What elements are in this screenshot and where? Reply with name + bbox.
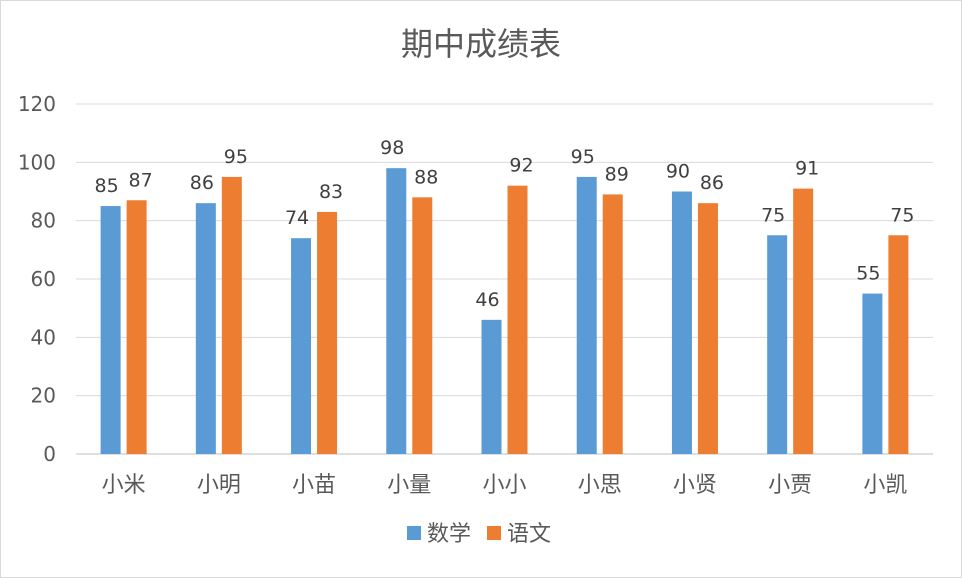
bar-chinese xyxy=(507,185,528,454)
bar-chinese xyxy=(888,235,909,454)
legend-label: 数学 xyxy=(427,522,471,547)
y-tick-label: 0 xyxy=(43,442,56,466)
data-label: 90 xyxy=(666,161,690,183)
data-label: 75 xyxy=(890,204,914,226)
data-label: 92 xyxy=(509,155,533,177)
bar-math xyxy=(386,168,407,454)
data-label: 75 xyxy=(761,204,785,226)
x-tick-label: 小思 xyxy=(578,473,622,498)
bar-math xyxy=(767,235,788,454)
legend-swatch xyxy=(407,526,421,540)
x-tick-label: 小贾 xyxy=(768,473,812,498)
x-tick-label: 小米 xyxy=(102,473,146,498)
bar-chinese xyxy=(697,203,718,454)
bar-math xyxy=(100,206,121,454)
data-label: 55 xyxy=(856,263,880,285)
data-label: 46 xyxy=(475,289,499,311)
y-tick-label: 100 xyxy=(18,150,56,174)
data-label: 86 xyxy=(190,172,214,194)
y-axis-ticks: 0 20 40 60 80 100 120 xyxy=(18,92,56,466)
data-labels: 85 87 86 95 74 83 98 88 46 92 95 89 90 86 75 91 55 75 xyxy=(95,137,915,311)
bar-chinese xyxy=(221,176,242,454)
bar-math xyxy=(291,238,312,454)
y-tick-label: 40 xyxy=(31,325,56,349)
x-tick-label: 小明 xyxy=(197,473,241,498)
bar-chinese xyxy=(412,197,433,455)
bar-chinese xyxy=(602,194,623,454)
data-label: 88 xyxy=(414,166,438,188)
data-label: 95 xyxy=(571,146,595,168)
data-label: 98 xyxy=(380,137,404,159)
legend-label: 语文 xyxy=(507,522,551,547)
legend-swatch xyxy=(487,526,501,540)
y-tick-label: 80 xyxy=(31,209,56,233)
bar-chinese xyxy=(126,200,147,454)
data-label: 74 xyxy=(285,207,309,229)
bar-math xyxy=(862,293,883,454)
bar-math xyxy=(671,191,692,454)
bars xyxy=(100,168,909,455)
x-tick-label: 小量 xyxy=(387,473,431,498)
data-label: 87 xyxy=(129,169,153,191)
chart-title: 期中成绩表 xyxy=(401,25,561,63)
bar-math xyxy=(195,203,216,454)
y-tick-label: 120 xyxy=(18,92,56,116)
bar-math xyxy=(481,319,502,454)
legend: 数学 语文 xyxy=(407,522,551,547)
legend-item: 数学 xyxy=(407,522,471,547)
y-tick-label: 20 xyxy=(31,384,56,408)
gridlines xyxy=(76,103,933,455)
legend-item: 语文 xyxy=(487,522,551,547)
x-tick-label: 小小 xyxy=(482,473,526,498)
x-tick-label: 小苗 xyxy=(292,473,336,498)
data-label: 83 xyxy=(319,181,343,203)
x-tick-label: 小凯 xyxy=(863,473,907,498)
x-tick-label: 小贤 xyxy=(673,473,717,498)
data-label: 85 xyxy=(95,175,119,197)
data-label: 91 xyxy=(795,158,819,180)
x-axis-ticks: 小米 小明 小苗 小量 小小 小思 小贤 小贾 小凯 xyxy=(102,473,908,498)
data-label: 95 xyxy=(224,146,248,168)
y-tick-label: 60 xyxy=(31,267,56,291)
bar-chinese xyxy=(317,211,338,454)
data-label: 89 xyxy=(605,163,629,185)
data-label: 86 xyxy=(700,172,724,194)
bar-math xyxy=(576,176,597,454)
bar-chinese xyxy=(793,188,814,455)
